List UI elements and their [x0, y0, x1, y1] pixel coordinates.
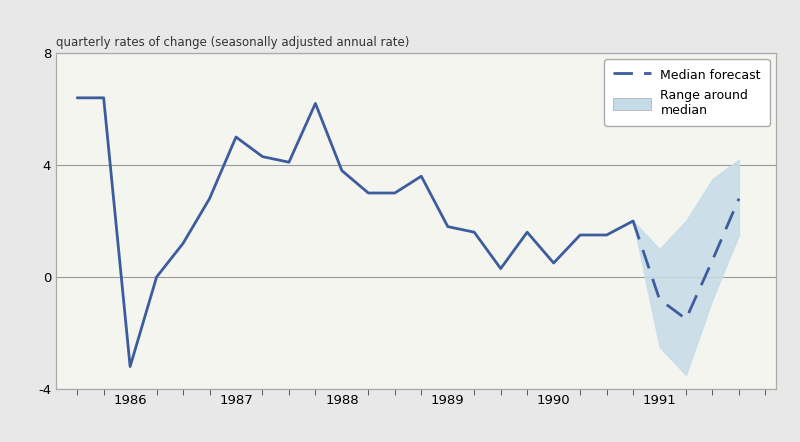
Text: quarterly rates of change (seasonally adjusted annual rate): quarterly rates of change (seasonally ad…: [56, 36, 410, 49]
Legend: Median forecast, Range around
median: Median forecast, Range around median: [604, 59, 770, 126]
